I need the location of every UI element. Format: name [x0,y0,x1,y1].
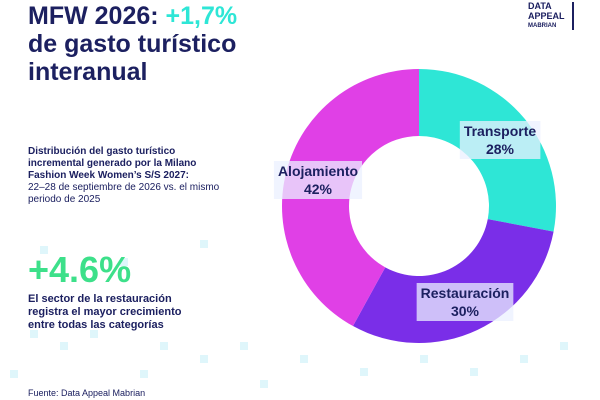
pixel-decoration [10,240,568,388]
logo-text: MABRIAN [528,23,556,29]
slice-label: Alojamiento [278,163,358,179]
logo-text: APPEAL [528,11,565,21]
source: Fuente: Data Appeal Mabrian [28,388,145,398]
highlight-value: +4.6% [28,249,131,290]
description: Fashion Week Women’s S/S 2027: [28,170,189,181]
donut-slice [282,69,419,327]
label-box [416,283,514,321]
slice-label: Transporte [464,123,537,139]
highlight-text: registra el mayor crecimiento [28,306,182,318]
title-highlight: +1,7% [166,2,238,30]
slice-value: 42% [304,181,333,197]
description: Distribución del gasto turístico [28,146,175,157]
title-prefix: MFW 2026: [28,2,166,30]
label-box [273,161,363,199]
donut-slice [352,219,554,343]
title-line: de gasto turístico [28,30,236,58]
slice-label: Restauración [421,285,510,301]
logo-text: DATA [528,1,552,11]
label-box [459,121,541,159]
slice-value: 28% [486,141,515,157]
highlight-text: El sector de la restauración [28,293,172,305]
description: incremental generado por la Milano [28,158,196,169]
title-line: MFW 2026: +1,7% [28,2,237,30]
slice-value: 30% [451,303,480,319]
description: periodo de 2025 [28,194,101,205]
description: 22–28 de septiembre de 2026 vs. el mismo [28,182,220,193]
highlight-text: entre todas las categorías [28,319,164,331]
donut-labels: Transporte 28% Restauración 30% Alojamiento 4… [273,121,541,321]
title-line: interanual [28,58,147,86]
